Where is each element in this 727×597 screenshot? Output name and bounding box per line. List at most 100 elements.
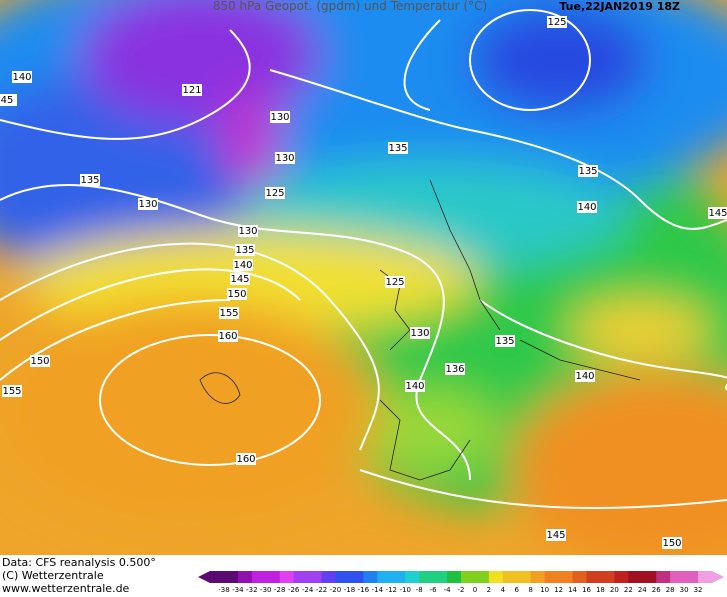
- colorbar-swatch: [572, 571, 587, 583]
- colorbar-label: 6: [515, 586, 520, 593]
- valid-time: Tue,22JAN2019 18Z: [559, 0, 680, 13]
- colorbar-swatch: [530, 571, 546, 583]
- colorbar-label: -34: [232, 586, 244, 593]
- contour-label: 135: [235, 245, 254, 256]
- colorbar-swatch: [335, 571, 350, 583]
- colorbar-label: 32: [694, 586, 703, 593]
- contour-label-box: [236, 453, 256, 465]
- colorbar-label: 8: [528, 586, 532, 593]
- colorbar-swatch: [433, 571, 448, 583]
- colorbar-swatch: [558, 571, 574, 583]
- colorbar-swatch: [502, 571, 518, 583]
- colorbar-label: 16: [582, 586, 591, 593]
- colorbar-swatch: [210, 571, 225, 583]
- colorbar-swatch: [684, 571, 699, 583]
- colorbar-swatch: [447, 571, 462, 583]
- colorbar-label: -30: [260, 586, 271, 593]
- colorbar-swatch: [642, 571, 657, 583]
- colorbar-label: -8: [416, 586, 423, 593]
- colorbar-label: 28: [666, 586, 675, 593]
- colorbar-label: 4: [501, 586, 506, 593]
- contour-label: 130: [275, 153, 294, 164]
- contour-label-box: [235, 244, 255, 256]
- colorbar-swatch: [293, 571, 309, 583]
- colorbar-swatch: [391, 571, 406, 583]
- colorbar-label: -18: [344, 586, 355, 593]
- contour-label-box: [385, 276, 405, 288]
- contour-label-box: [275, 152, 295, 164]
- contour-label: 130: [410, 328, 429, 339]
- contour-label-box: [233, 259, 253, 271]
- contour-label: 130: [270, 112, 289, 123]
- contour-label: 145: [230, 274, 249, 285]
- colorbar-swatch: [586, 571, 601, 583]
- colorbar-label: -32: [246, 586, 257, 593]
- colorbar-label: -22: [316, 586, 327, 593]
- contour-label: 136: [445, 364, 464, 375]
- colorbar-label: 18: [596, 586, 605, 593]
- colorbar-label: 26: [652, 586, 661, 593]
- footer-source: Data: CFS reanalysis 0.500°: [2, 556, 156, 569]
- contour-label-box: [12, 71, 32, 83]
- colorbar-swatch: [321, 571, 336, 583]
- contour-label: 125: [547, 17, 566, 28]
- contour-label-box: [410, 327, 430, 339]
- temperature-field: [0, 0, 727, 555]
- contour-label: 155: [219, 308, 238, 319]
- contour-label-box: [265, 187, 285, 199]
- contour-label-box: [495, 335, 515, 347]
- colorbar-swatch: [349, 571, 364, 583]
- colorbar-swatch: [265, 571, 281, 583]
- colorbar-swatch: [237, 571, 253, 583]
- colorbar-swatch: [516, 571, 532, 583]
- colorbar-label: -14: [372, 586, 384, 593]
- contour-label-box: [218, 330, 238, 342]
- colorbar-label: -6: [430, 586, 438, 593]
- contour-label-box: [405, 380, 425, 392]
- colorbar-swatch: [628, 571, 643, 583]
- colorbar-label: 22: [624, 586, 633, 593]
- colorbar-swatch: [544, 571, 560, 583]
- contour-label: 130: [138, 199, 157, 210]
- colorbar-label: 20: [610, 586, 619, 593]
- contour-label: 150: [227, 289, 246, 300]
- geopotential-contours: [0, 9, 727, 510]
- contour-label: 140: [575, 371, 594, 382]
- colorbar-label: -10: [400, 586, 411, 593]
- colorbar-label: -12: [386, 586, 397, 593]
- contour-label-box: [30, 355, 50, 367]
- contour-label: 140: [12, 72, 31, 83]
- contour-label-box: [445, 363, 465, 375]
- contour-label-box: [547, 16, 567, 28]
- colorbar-label: -38: [218, 586, 229, 593]
- colorbar-swatch: [279, 571, 295, 583]
- contour-label: 135: [578, 166, 597, 177]
- footer-website: www.wetterzentrale.de: [2, 582, 130, 593]
- contour-label-box: [662, 537, 682, 549]
- contour-label-box: [546, 529, 566, 541]
- colorbar-label: -28: [274, 586, 285, 593]
- colorbar-label: -20: [330, 586, 341, 593]
- colorbar-swatch: [614, 571, 629, 583]
- contour-label: 45: [1, 95, 14, 106]
- contour-label: 160: [218, 331, 237, 342]
- contour-label: 135: [80, 175, 99, 186]
- colorbar-label: 12: [554, 586, 563, 593]
- contour-label: 160: [236, 454, 255, 465]
- contour-label: 155: [2, 386, 21, 397]
- contour-label-box: [0, 94, 17, 106]
- contour-label: 125: [385, 277, 404, 288]
- contour-label-box: [227, 288, 247, 300]
- colorbar-label: -26: [288, 586, 300, 593]
- colorbar-swatch: [419, 571, 434, 583]
- contour-label-box: [388, 142, 408, 154]
- colorbar-swatch: [251, 571, 267, 583]
- contour-label: 125: [265, 188, 284, 199]
- contour-label-box: [138, 198, 158, 210]
- colorbar-swatch: [474, 571, 490, 583]
- contour-label: 135: [388, 143, 407, 154]
- contour-label-box: [238, 225, 258, 237]
- colorbar-label: -24: [302, 586, 314, 593]
